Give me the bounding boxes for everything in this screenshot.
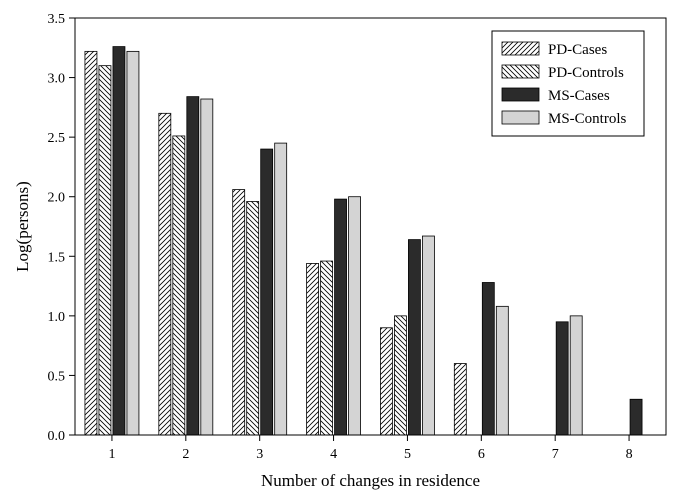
x-axis: 1 2 3 4 5 6 7 8 [108,435,633,462]
legend-swatch-ms-cases [501,87,540,102]
bar-pd-cases-2 [158,112,172,436]
legend-label-pd-controls: PD-Controls [548,65,624,81]
legend: PD-Cases PD-Controls MS-Cases MS-Controls [491,30,645,137]
y-axis: 0.0 0.5 1.0 1.5 2.0 2.5 3.0 3.5 [48,12,75,444]
x-tick-label: 3 [256,447,263,462]
bar-ms-cases-4 [334,198,347,436]
bar-pd-cases-3 [232,189,246,436]
legend-label-ms-cases: MS-Cases [548,88,610,104]
bar-pd-controls-5 [394,315,407,436]
bar-pd-cases-4 [306,263,319,436]
bar-ms-controls-5 [422,235,435,436]
bar-ms-controls-4 [348,196,361,436]
bar-ms-cases-5 [408,239,421,436]
bar-ms-cases-8 [629,398,643,436]
bar-pd-controls-4 [320,260,333,436]
x-tick-label: 2 [182,447,189,462]
y-tick-label: 1.0 [48,310,66,325]
bar-pd-cases-6 [453,363,467,436]
y-tick-label: 0.0 [48,429,66,444]
x-axis-title: Number of changes in residence [261,471,480,490]
bar-ms-controls-7 [569,315,583,436]
bar-ms-controls-3 [274,142,288,436]
bar-ms-cases-7 [555,321,569,436]
bar-pd-cases-1 [84,50,98,436]
y-axis-title: Log(persons) [13,181,32,272]
bar-pd-controls-1 [98,65,112,436]
legend-label-pd-cases: PD-Cases [548,42,607,58]
bar-ms-cases-6 [481,282,495,436]
x-tick-label: 5 [404,447,411,462]
bar-ms-controls-2 [200,98,214,436]
bar-ms-controls-6 [495,305,509,436]
y-tick-label: 0.5 [48,369,66,384]
x-tick-label: 4 [330,447,337,462]
legend-swatch-ms-controls [501,110,540,125]
x-tick-label: 6 [478,447,485,462]
bar-pd-cases-5 [380,327,393,436]
bars-layer [84,46,643,436]
bar-pd-controls-3 [246,201,260,436]
x-tick-label: 8 [626,447,633,462]
x-tick-label: 1 [108,447,115,462]
legend-swatch-pd-controls [501,64,540,79]
y-tick-label: 3.5 [48,12,66,27]
legend-swatch-pd-cases [501,41,540,56]
bar-ms-cases-3 [260,148,274,436]
bar-ms-cases-2 [186,96,200,436]
bar-ms-cases-1 [112,46,126,436]
bar-pd-controls-2 [172,135,186,436]
legend-label-ms-controls: MS-Controls [548,111,627,127]
x-tick-label: 7 [552,447,559,462]
plot-frame [74,17,667,436]
y-tick-label: 2.5 [48,131,66,146]
y-tick-label: 1.5 [48,250,66,265]
y-tick-label: 3.0 [48,72,66,87]
bar-ms-controls-1 [126,50,140,436]
y-tick-label: 2.0 [48,191,66,206]
